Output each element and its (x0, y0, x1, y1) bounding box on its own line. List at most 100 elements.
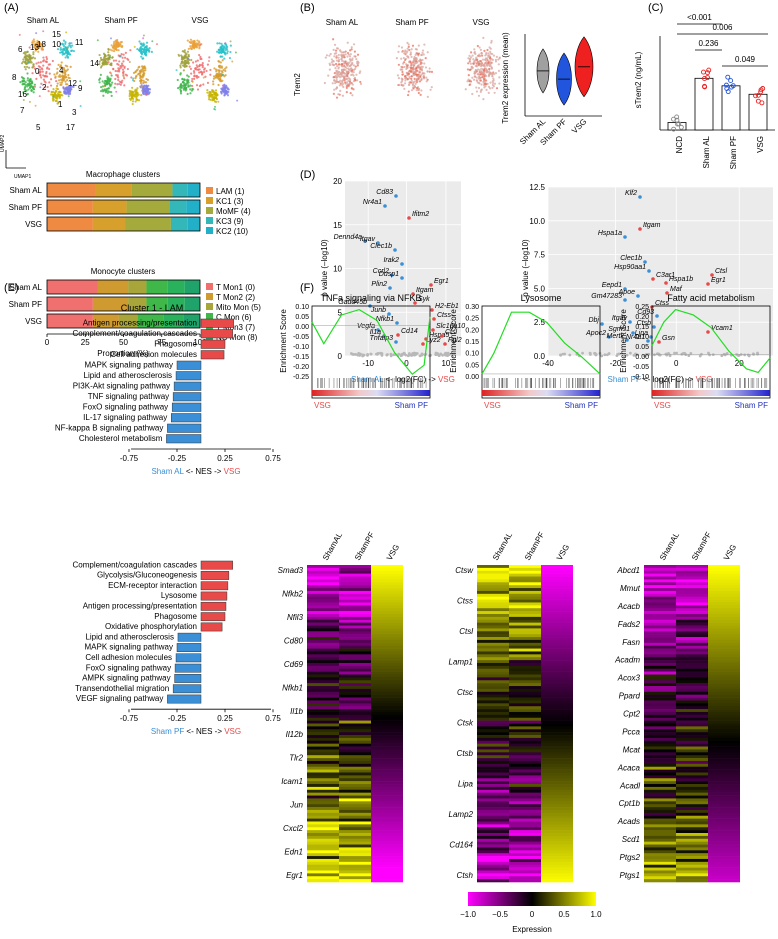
legend-label: KC1 (3) (216, 197, 244, 206)
heatmap-cell (676, 850, 708, 854)
umap-cell (187, 57, 190, 60)
heatmap-cell (339, 622, 371, 626)
umap-cell (31, 41, 34, 44)
ns-point (453, 351, 456, 355)
gene-label: Dennd4a (334, 234, 363, 241)
umap-cell (131, 100, 135, 103)
heatmap-cell (307, 645, 339, 649)
stack-segment (163, 314, 184, 328)
heatmap-cell (307, 711, 339, 716)
heatmap-cell (477, 749, 509, 753)
heatmap-cell (644, 856, 676, 860)
trem2-cell (404, 77, 407, 80)
heatmap-cell (371, 726, 403, 730)
heatmap-cell (541, 781, 573, 785)
nes-bar (200, 581, 229, 591)
trem2-cell (339, 73, 342, 76)
heatmap-cell (307, 835, 339, 840)
umap-cell (131, 79, 134, 82)
ns-point (351, 352, 355, 356)
umap-cell (187, 85, 190, 88)
trem2-cell (430, 86, 433, 89)
gene-label: Ctsl (715, 268, 728, 275)
heatmap-cell (541, 582, 573, 586)
heatmap-cell (339, 691, 371, 695)
umap-cell (58, 74, 61, 77)
pathway-label: IL-17 signaling pathway (83, 413, 167, 422)
umap-cell (18, 33, 21, 36)
umap-cell (67, 87, 70, 90)
trem2-cell (349, 49, 352, 52)
heatmap-cell (644, 657, 676, 661)
tick-label: 0 (674, 359, 679, 368)
gene-label: Syk (418, 296, 430, 303)
heatmap-cell (339, 588, 371, 592)
heatmap-cell (307, 573, 339, 577)
umap-cell (30, 80, 33, 83)
heatmap-cell (307, 827, 339, 831)
tick-label: 0.05 (635, 344, 649, 351)
heatmap-cell (371, 723, 403, 727)
umap-cell (109, 77, 112, 80)
trem2-cell (408, 77, 411, 80)
trem2-cell (356, 62, 359, 66)
heatmap-cell (339, 818, 371, 822)
trem2-cell (345, 81, 348, 84)
trem2-cell (402, 56, 405, 60)
heatmap-cell (477, 772, 509, 776)
nes-xlabel-part: Sham PF (151, 727, 184, 736)
gene-label: Dusp1 (379, 271, 399, 278)
umap-cell (45, 75, 49, 78)
heatmap-cell (708, 729, 740, 733)
gene-point (440, 334, 444, 338)
umap-cell (114, 69, 117, 73)
heatmap-cell (509, 815, 541, 819)
trem2-cell (402, 62, 405, 65)
umap-cell (98, 63, 101, 66)
umap-cell (195, 64, 198, 67)
gene-point (657, 340, 661, 344)
heatmap-cell (708, 841, 740, 845)
tick-label: 100 (193, 338, 207, 347)
cluster-id-label: 5 (36, 123, 41, 132)
heatmap-gene-label: Nfil3 (287, 613, 304, 622)
ns-point (625, 353, 629, 357)
umap-cell (191, 87, 194, 91)
umap-cell (63, 47, 66, 51)
heatmap-cell (708, 835, 740, 840)
trem2-cell (341, 70, 344, 73)
heatmap-cell (541, 709, 573, 713)
heatmap-cell (477, 737, 509, 742)
umap-cell (59, 81, 62, 84)
heatmap-cell (371, 697, 403, 701)
gene-point (664, 281, 668, 285)
umap-cell (68, 85, 71, 88)
tick-label: 0 (338, 352, 343, 361)
heatmap-cell (371, 579, 403, 583)
trem2-cell (358, 71, 361, 75)
heatmap-cell (509, 760, 541, 765)
heatmap-cell (509, 717, 541, 721)
trem2-cell (498, 82, 501, 85)
umap-cell (114, 77, 117, 81)
heatmap-cell (509, 824, 541, 828)
heatmap-cell (307, 697, 339, 701)
trem2-cell (402, 84, 405, 87)
heatmap-cell (644, 801, 676, 805)
heatmap-cell (644, 686, 676, 690)
umap-cell (121, 79, 124, 82)
umap-cell (102, 94, 105, 97)
trem2-cell (328, 63, 332, 67)
ns-point (354, 352, 358, 356)
ns-point (568, 353, 572, 357)
heatmap-cell (307, 648, 339, 652)
heatmap-cell (708, 590, 740, 595)
umap-cell (223, 93, 226, 97)
umap-cell (144, 52, 147, 55)
umap-cell (183, 78, 186, 82)
heatmap-cell (477, 567, 509, 572)
stack-segment (169, 200, 187, 214)
legend-label: Mito Mon (5) (216, 303, 261, 312)
heatmap-cell (307, 798, 339, 802)
umap-cell (114, 47, 118, 51)
